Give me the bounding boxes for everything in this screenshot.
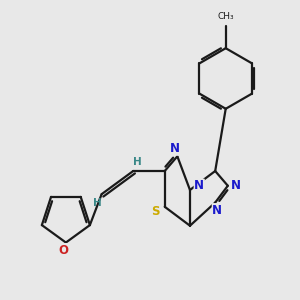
Text: N: N xyxy=(170,142,180,155)
Text: N: N xyxy=(212,204,222,217)
Text: N: N xyxy=(194,179,204,192)
Text: H: H xyxy=(93,198,102,208)
Text: S: S xyxy=(151,205,160,218)
Text: O: O xyxy=(59,244,69,256)
Text: H: H xyxy=(133,157,142,167)
Text: CH₃: CH₃ xyxy=(218,12,234,21)
Text: N: N xyxy=(231,179,241,192)
